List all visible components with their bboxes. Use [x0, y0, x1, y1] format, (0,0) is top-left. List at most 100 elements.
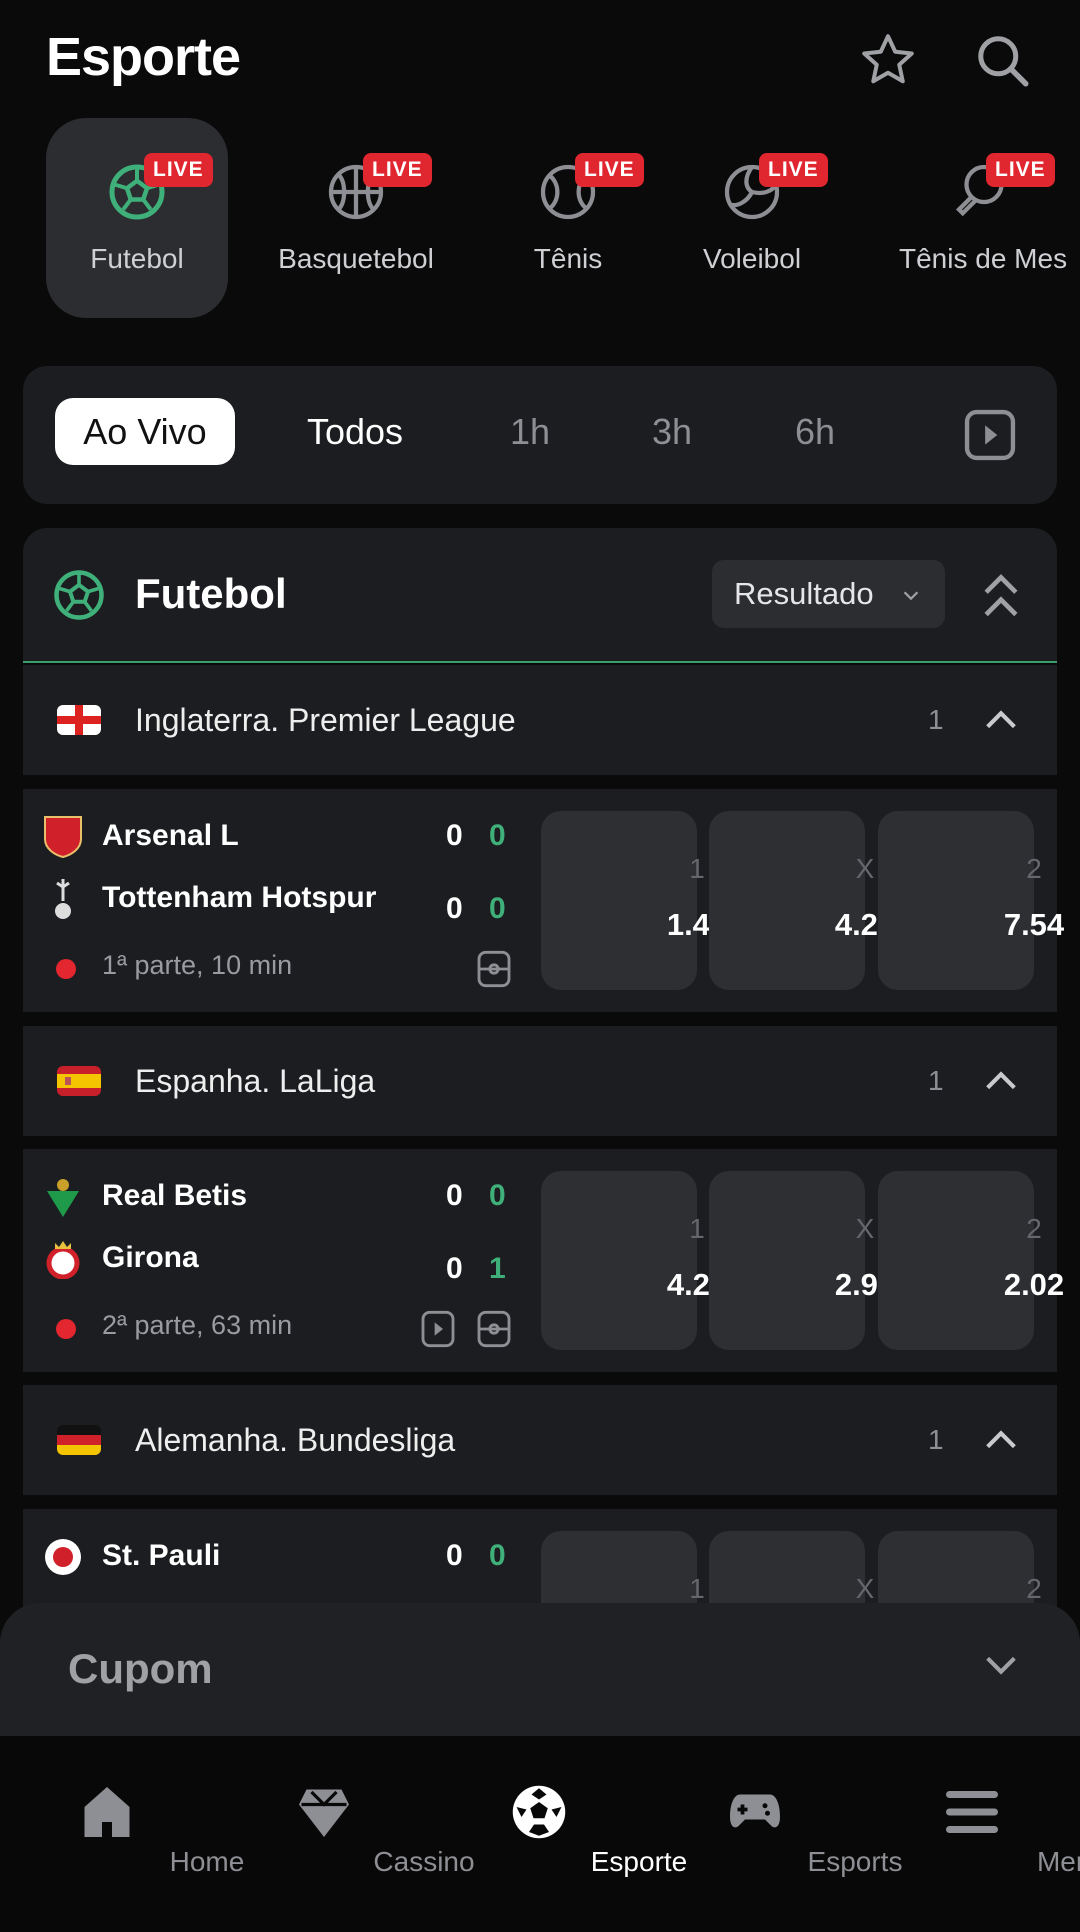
home-team: Real Betis: [102, 1179, 248, 1212]
away-team: Tottenham Hotspur: [102, 881, 377, 914]
real-betis-logo-icon: [47, 1179, 79, 1217]
england-flag-icon: [57, 705, 101, 735]
home-icon: [84, 1787, 130, 1837]
field-stats-icon[interactable]: [474, 1309, 514, 1349]
section-header-futebol: Futebol Resultado: [23, 528, 1057, 663]
germany-flag-icon: [57, 1425, 101, 1455]
time-filter-bar: Ao Vivo Todos 1h 3h 6h: [23, 366, 1057, 504]
arsenal-logo-icon: [44, 816, 82, 859]
odds-value: 7.54: [1003, 907, 1065, 942]
chevron-up-icon[interactable]: [981, 1061, 1021, 1101]
video-play-icon[interactable]: [418, 1309, 458, 1349]
odds-label: 2: [1026, 1213, 1042, 1244]
coupon-sheet[interactable]: Cupom: [0, 1603, 1080, 1743]
filter-todos[interactable]: Todos: [306, 411, 404, 452]
league-row[interactable]: Inglaterra. Premier League 1: [23, 665, 1057, 775]
sport-tenis-de-mesa[interactable]: LIVE Tênis de Mes: [879, 118, 1079, 318]
odds-label: 2: [1026, 1573, 1042, 1604]
sport-label: Tênis: [533, 243, 603, 274]
market-selected: Resultado: [734, 576, 874, 611]
odds-label: 1: [689, 853, 705, 884]
odds-label: X: [855, 1213, 875, 1244]
st-pauli-logo-icon: [45, 1539, 81, 1575]
sport-futebol[interactable]: LIVE Futebol: [37, 118, 237, 318]
nav-esports[interactable]: Esports: [655, 1736, 902, 1932]
home-score-live: 0: [489, 1539, 506, 1572]
odds-button-1[interactable]: 1 4.25: [541, 1171, 727, 1350]
home-score-live: 0: [489, 1179, 506, 1212]
sport-label: Tênis de Mes: [899, 243, 1068, 274]
match-count: 1: [928, 704, 944, 735]
odds-label: 1: [689, 1213, 705, 1244]
nav-menu[interactable]: Menu: [872, 1736, 1080, 1932]
nav-esporte[interactable]: Esporte: [439, 1736, 687, 1932]
filter-ao-vivo[interactable]: Ao Vivo: [55, 398, 235, 465]
live-badge: LIVE: [144, 153, 213, 187]
live-badge: LIVE: [575, 153, 644, 187]
match-status: 2ª parte, 63 min: [102, 1310, 293, 1340]
live-dot: [56, 1319, 76, 1339]
nav-cassino[interactable]: Cassino: [224, 1736, 475, 1932]
chevron-down-icon: [903, 591, 919, 601]
away-team: Girona: [102, 1241, 199, 1274]
odds-button-1[interactable]: 1 1.45: [541, 811, 727, 990]
basketball-icon: [328, 164, 384, 220]
filter-6h[interactable]: 6h: [794, 411, 836, 452]
sport-voleibol[interactable]: LIVE Voleibol: [652, 118, 852, 318]
home-team: St. Pauli: [102, 1539, 221, 1572]
home-score: 0: [446, 819, 463, 852]
odds-button-x[interactable]: X 4.26: [709, 811, 895, 990]
star-icon[interactable]: [858, 30, 918, 90]
home-score-live: 0: [489, 819, 506, 852]
collapse-all-icon[interactable]: [978, 570, 1024, 622]
sport-label: Futebol: [90, 243, 184, 274]
league-name: Espanha. LaLiga: [135, 1063, 376, 1099]
nav-label: Cassino: [373, 1846, 475, 1877]
chevron-up-icon[interactable]: [981, 1420, 1021, 1460]
nav-home[interactable]: Home: [7, 1736, 244, 1932]
soccer-ball-icon: [512, 1785, 566, 1839]
odds-label: 2: [1026, 853, 1042, 884]
match-status: 1ª parte, 10 min: [102, 950, 293, 980]
match-row[interactable]: Arsenal L 0 0 Tottenham Hotspur 0 0 1ª p…: [23, 789, 1064, 1012]
sport-tenis[interactable]: LIVE Tênis: [468, 118, 668, 318]
nav-label: Esporte: [590, 1846, 688, 1877]
league-row[interactable]: Alemanha. Bundesliga 1: [23, 1385, 1057, 1495]
league-row[interactable]: Espanha. LaLiga 1: [23, 1026, 1057, 1136]
field-stats-icon[interactable]: [474, 949, 514, 989]
match-count: 1: [928, 1065, 944, 1096]
match-count: 1: [928, 1424, 944, 1455]
odds-button-2[interactable]: 2 7.54: [878, 811, 1064, 990]
chevron-up-icon[interactable]: [981, 700, 1021, 740]
sport-basquetebol[interactable]: LIVE Basquetebol: [256, 118, 456, 318]
search-icon[interactable]: [972, 30, 1032, 90]
nav-label: Menu: [1036, 1846, 1080, 1877]
diamond-icon: [299, 1789, 349, 1837]
away-score-live: 0: [489, 892, 506, 925]
bottom-nav: Home Cassino Esporte Esports Menu: [0, 1736, 1080, 1932]
live-dot: [56, 959, 76, 979]
home-team: Arsenal L: [102, 819, 239, 852]
away-score: 0: [446, 1252, 463, 1285]
nav-label: Home: [169, 1846, 245, 1877]
away-score-live: 1: [489, 1252, 506, 1285]
home-score: 0: [446, 1179, 463, 1212]
chevron-down-icon[interactable]: [981, 1645, 1021, 1685]
live-badge: LIVE: [986, 153, 1055, 187]
filter-3h[interactable]: 3h: [651, 411, 693, 452]
live-badge: LIVE: [363, 153, 432, 187]
coupon-title: Cupom: [68, 1645, 213, 1692]
odds-button-2[interactable]: 2 2.02: [878, 1171, 1064, 1350]
menu-icon: [946, 1791, 998, 1833]
market-dropdown[interactable]: Resultado: [712, 560, 945, 628]
home-score: 0: [446, 1539, 463, 1572]
soccer-ball-icon: [54, 570, 104, 620]
section-title: Futebol: [135, 570, 287, 617]
match-row[interactable]: Real Betis 0 0 Girona 0 1 2ª parte, 63 m…: [23, 1149, 1064, 1372]
filter-1h[interactable]: 1h: [509, 411, 551, 452]
sport-label: Basquetebol: [278, 243, 434, 274]
page-title: Esporte: [46, 27, 241, 87]
odds-value: 2.02: [1003, 1267, 1065, 1302]
video-play-icon[interactable]: [961, 406, 1019, 464]
odds-button-x[interactable]: X 2.92: [709, 1171, 895, 1350]
